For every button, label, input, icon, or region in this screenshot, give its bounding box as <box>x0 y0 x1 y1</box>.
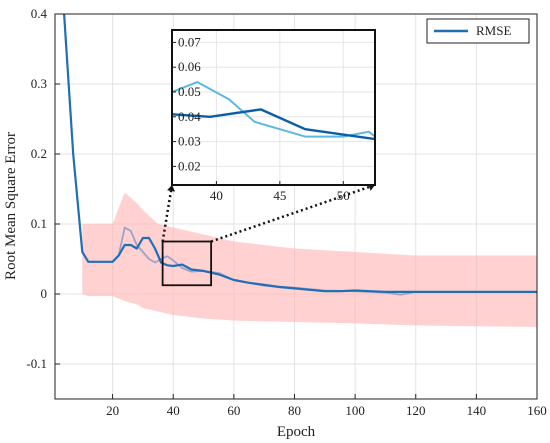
inset-y-tick-label: 0.02 <box>178 158 201 173</box>
x-tick-label: 120 <box>406 403 426 418</box>
main-series-group <box>63 14 537 296</box>
x-tick-label: 140 <box>467 403 487 418</box>
y-tick-label: 0.1 <box>31 216 47 231</box>
x-axis-label: Epoch <box>277 424 316 440</box>
plot-frame <box>54 13 538 400</box>
x-tick-label: 20 <box>106 403 119 418</box>
inset-grid <box>172 30 375 185</box>
inset-y-tick-label: 0.07 <box>178 34 201 49</box>
inset-series-line-light <box>172 81 375 138</box>
main-ticks: 20 40 60 80 100 120 140 160 -0.1 0 0.1 0.2 0.3 0.4 <box>26 6 546 418</box>
zoom-region-box <box>161 240 213 287</box>
inset-frame <box>171 29 376 186</box>
inset-y-tick-label: 0.04 <box>178 109 201 124</box>
legend: RMSE <box>426 18 530 44</box>
y-tick-label: 0.2 <box>31 146 47 161</box>
inset-y-tick-label: 0.03 <box>178 134 201 149</box>
y-tick-label: -0.1 <box>26 356 47 371</box>
x-tick-label: 100 <box>345 403 365 418</box>
inset-y-tick-label: 0.06 <box>178 59 201 74</box>
y-tick-label: 0 <box>41 286 48 301</box>
inset-x-tick-label: 40 <box>210 188 223 203</box>
inset-x-tick-label: 50 <box>337 188 350 203</box>
x-tick-label: 160 <box>527 403 547 418</box>
x-tick-label: 80 <box>288 403 301 418</box>
inset-series-line-dark <box>172 108 375 141</box>
zoom-connector-left <box>161 190 173 242</box>
legend-label-rmse: RMSE <box>476 23 511 38</box>
zoom-connector-left-arrowhead <box>167 185 175 192</box>
inset-y-tick-label: 0.05 <box>178 84 201 99</box>
inset-x-tick-label: 45 <box>273 188 286 203</box>
inset-background <box>172 30 375 185</box>
error-band <box>82 192 538 327</box>
y-tick-label: 0.4 <box>31 6 48 21</box>
series-line-rmse <box>63 14 537 293</box>
y-tick-label: 0.3 <box>31 76 47 91</box>
x-tick-label: 40 <box>167 403 180 418</box>
y-axis-label: Root Mean Square Error <box>3 132 19 280</box>
inset-series-group <box>172 81 375 141</box>
inset-ticks: 40 45 50 0.02 0.03 0.04 0.05 0.06 0.07 <box>172 34 350 203</box>
x-tick-label: 60 <box>227 403 240 418</box>
